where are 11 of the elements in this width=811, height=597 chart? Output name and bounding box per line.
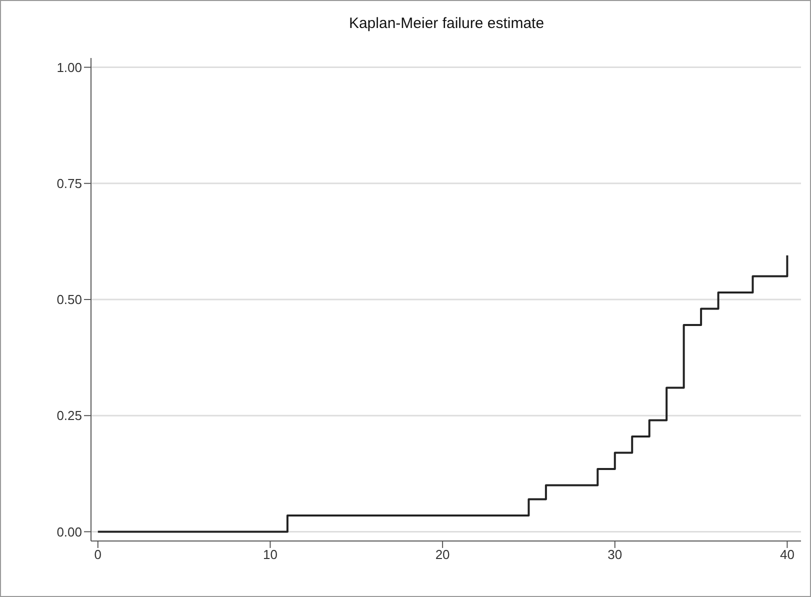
y-tick-label: 0.00 [56,524,82,540]
y-tick-label: 0.25 [56,408,82,424]
x-tick-label: 30 [608,547,622,562]
x-tick-label: 10 [262,547,278,562]
y-tick-label: 0.50 [56,292,82,308]
x-tick-label: 0 [94,547,102,562]
y-tick-label: 1.00 [56,60,82,75]
y-tick-label: 0.75 [56,176,82,192]
x-tick-label: 20 [435,547,450,562]
chart-title: Kaplan-Meier failure estimate [348,15,546,32]
x-tick-label: 40 [780,547,794,562]
